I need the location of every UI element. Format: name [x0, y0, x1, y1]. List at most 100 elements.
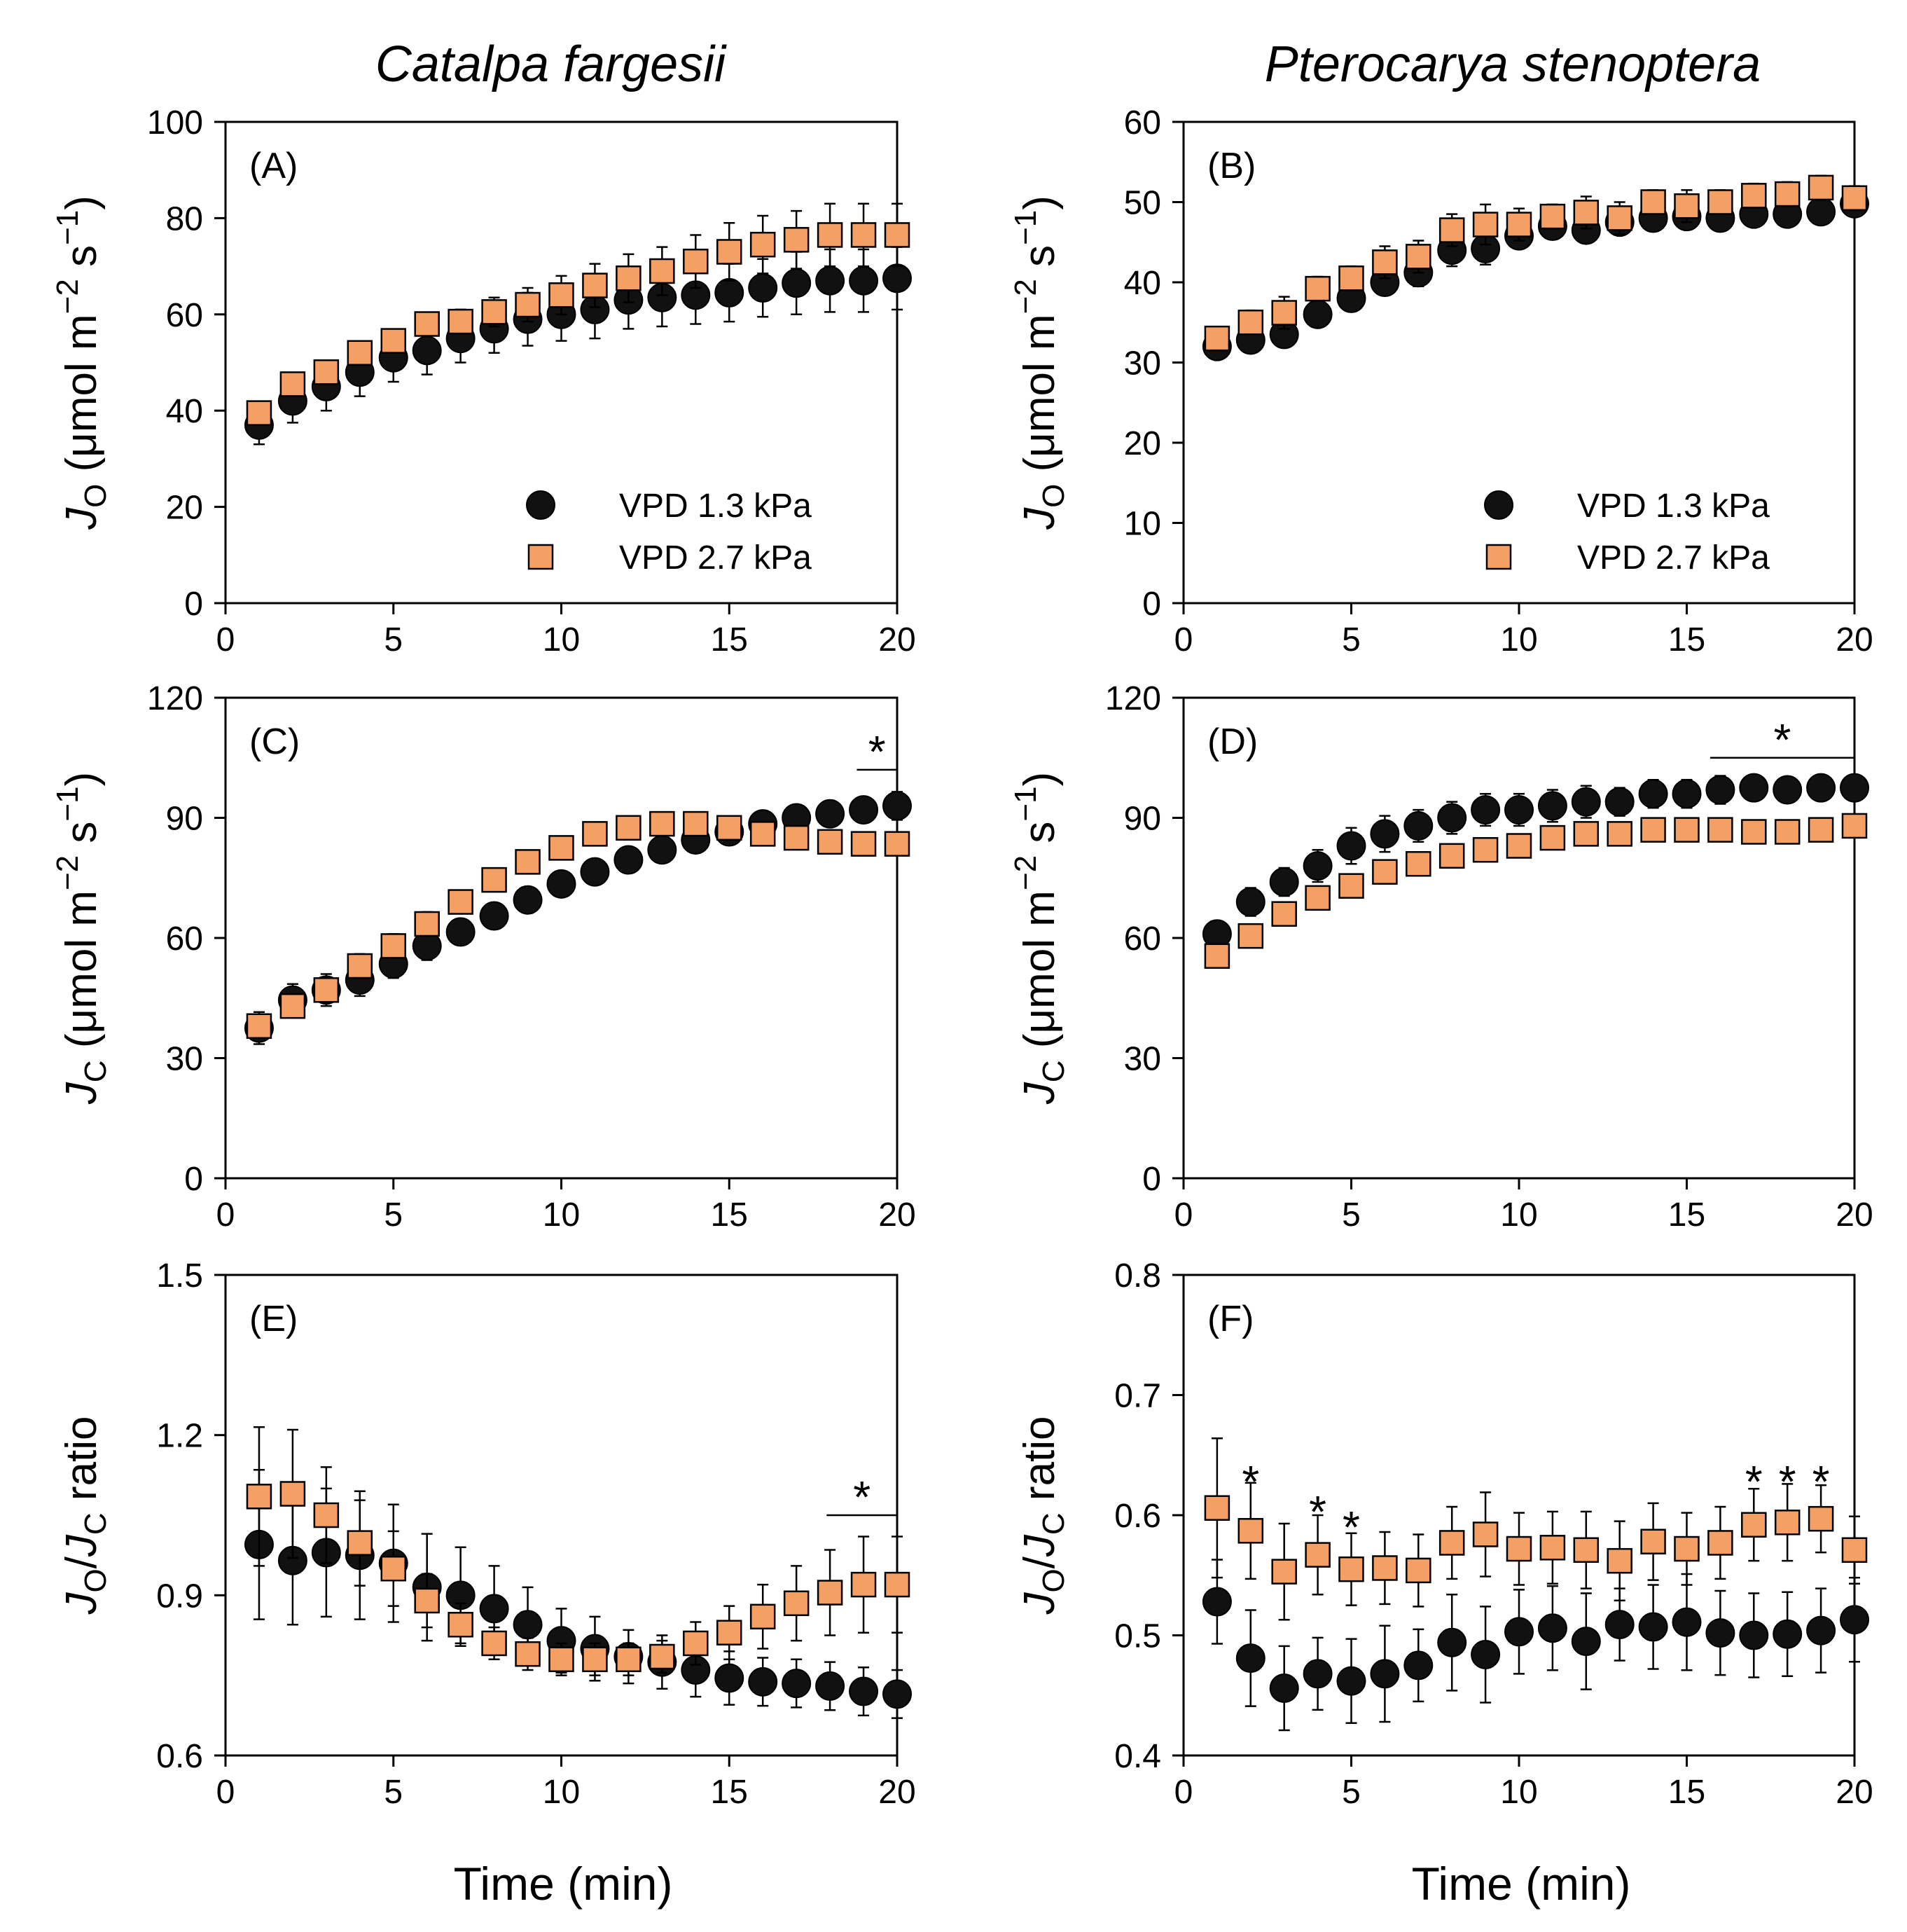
y-axis-title-units: (μmol m: [1015, 890, 1064, 1060]
y-tick-label: 60: [1124, 920, 1161, 958]
data-point-vpd-2-7: [1640, 1529, 1666, 1554]
x-tick-label: 10: [543, 1196, 580, 1234]
y-axis-title-j: J: [1015, 507, 1064, 530]
data-point-vpd-1-3: [1504, 1617, 1534, 1647]
data-point-vpd-1-3: [647, 835, 677, 865]
x-tick-label: 5: [384, 621, 403, 658]
data-point-vpd-2-7: [1573, 1537, 1600, 1563]
data-point-vpd-2-7: [279, 371, 306, 397]
significance-star: *: [1774, 715, 1791, 765]
x-tick-label: 5: [1342, 1196, 1361, 1234]
y-tick-label: 60: [166, 297, 203, 334]
data-point-vpd-2-7: [716, 239, 742, 265]
data-point-vpd-1-3: [1638, 1612, 1668, 1642]
legend: VPD 1.3 kPa VPD 2.7 kPa: [1484, 488, 1770, 577]
data-point-vpd-2-7: [414, 911, 440, 937]
data-point-vpd-2-7: [1472, 1522, 1499, 1547]
data-point-vpd-1-3: [513, 885, 543, 915]
legend-marker-circle: [1484, 490, 1513, 520]
y-axis-title-units-s: s: [1015, 245, 1064, 279]
panel-a: 0 5 10 15 20 0 20 40 60 80 100 (A) JO (μmol m−2 s−1)…: [50, 104, 916, 658]
data-point-vpd-1-3: [849, 1676, 879, 1706]
data-point-vpd-2-7: [817, 222, 843, 248]
x-tick-label: 5: [1342, 1774, 1361, 1811]
data-point-vpd-2-7: [1506, 833, 1532, 859]
data-point-vpd-2-7: [1271, 901, 1297, 927]
panel-b: 0 5 10 15 20 0 10 20 30 40 50 60 (B) JO (μmol m−2 s−1…: [1008, 104, 1873, 658]
data-point-vpd-2-7: [616, 815, 642, 841]
y-axis-title-close: ): [57, 195, 106, 210]
data-point-vpd-2-7: [649, 1643, 675, 1670]
data-point-vpd-1-3: [1202, 1587, 1232, 1617]
x-tick-label: 10: [1500, 621, 1537, 658]
data-point-vpd-2-7: [246, 1013, 272, 1040]
data-point-vpd-2-7: [1841, 1537, 1868, 1563]
data-point-vpd-1-3: [882, 263, 912, 294]
data-point-vpd-2-7: [616, 1646, 642, 1673]
data-point-vpd-2-7: [515, 849, 541, 875]
data-point-vpd-1-3: [1471, 1639, 1501, 1669]
data-point-vpd-2-7: [1472, 836, 1499, 863]
legend-label-vpd-2-7: VPD 2.7 kPa: [1577, 539, 1770, 577]
significance-star: *: [1745, 1456, 1763, 1507]
data-point-vpd-2-7: [380, 933, 406, 959]
x-tick-label: 20: [1836, 621, 1873, 658]
data-point-vpd-2-7: [1539, 1535, 1566, 1561]
y-axis-title-sup1: −2: [50, 279, 85, 314]
data-point-vpd-2-7: [616, 265, 642, 291]
data-point-vpd-2-7: [1372, 1555, 1398, 1581]
x-axis-title-left: Time (min): [454, 1858, 673, 1910]
data-point-vpd-1-3: [1537, 791, 1567, 821]
data-point-vpd-2-7: [716, 1620, 742, 1645]
significance-star: *: [1812, 1456, 1830, 1507]
x-tick-label: 15: [1668, 621, 1705, 658]
data-point-vpd-1-3: [782, 268, 812, 298]
y-axis-title-close: ): [1015, 195, 1064, 210]
legend-label-vpd-1-3: VPD 1.3 kPa: [619, 488, 812, 525]
y-tick-label: 120: [1105, 680, 1161, 717]
y-axis-title-sub: O: [78, 1568, 113, 1592]
legend-marker-circle: [526, 490, 555, 520]
data-point-vpd-1-3: [546, 869, 576, 899]
data-point-vpd-1-3: [1269, 867, 1299, 897]
y-axis-title-units: (μmol m: [57, 314, 106, 483]
data-point-vpd-1-3: [1235, 887, 1265, 917]
y-axis-title-units-s: s: [1015, 822, 1064, 855]
data-point-vpd-2-7: [850, 1571, 877, 1598]
data-point-vpd-2-7: [1539, 824, 1566, 851]
data-point-vpd-2-7: [1707, 189, 1733, 215]
y-axis-title: JO/JC ratio: [57, 1416, 113, 1615]
y-axis-title-close: ): [57, 772, 106, 787]
data-point-vpd-2-7: [817, 1580, 843, 1606]
data-point-vpd-1-3: [782, 1669, 812, 1699]
data-point-vpd-1-3: [1705, 775, 1735, 805]
data-point-vpd-1-3: [1638, 779, 1668, 809]
data-point-vpd-1-3: [815, 1671, 845, 1701]
y-tick-label: 0.6: [1114, 1498, 1161, 1535]
y-axis-title: JO (μmol m−2 s−1): [1008, 195, 1071, 530]
y-axis-title-j: J: [1015, 1082, 1064, 1105]
data-point-vpd-2-7: [1204, 325, 1230, 352]
y-axis-title-units-s: s: [57, 245, 106, 279]
legend-marker-square: [1485, 544, 1512, 570]
data-point-vpd-1-3: [1303, 299, 1333, 329]
data-point-vpd-1-3: [1773, 1619, 1803, 1649]
x-tick-label: 10: [543, 1774, 580, 1811]
data-point-vpd-2-7: [347, 1530, 373, 1556]
y-tick-label: 90: [1124, 801, 1161, 838]
data-point-vpd-2-7: [313, 977, 340, 1003]
y-axis-title: JO/JC ratio: [1015, 1416, 1071, 1615]
panel-d: 0 5 10 15 20 0 30 60 90 120 (D) JC (μmol m−2 s−1) *: [1008, 680, 1873, 1234]
data-point-vpd-1-3: [849, 795, 879, 825]
data-point-vpd-2-7: [548, 1646, 574, 1673]
data-point-vpd-2-7: [1774, 1510, 1801, 1536]
data-point-vpd-2-7: [1406, 850, 1431, 877]
panel-label: (A): [249, 146, 298, 186]
data-point-vpd-1-3: [748, 273, 778, 303]
y-axis-title-sub: C: [78, 1060, 113, 1082]
y-axis-title-sup1: −2: [50, 855, 85, 890]
data-point-vpd-1-3: [1370, 1659, 1400, 1689]
data-point-vpd-2-7: [1841, 185, 1868, 212]
data-point-vpd-2-7: [683, 1630, 709, 1657]
